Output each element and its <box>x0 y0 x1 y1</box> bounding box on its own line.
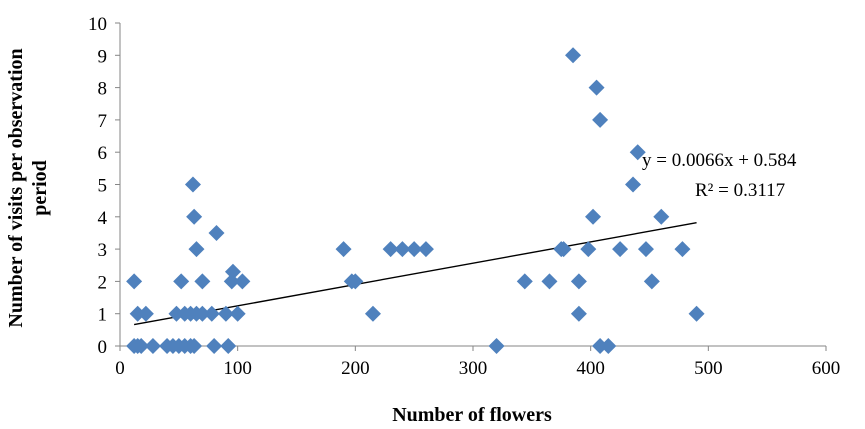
data-point <box>588 79 605 96</box>
data-point <box>347 273 364 290</box>
y-tick-label: 1 <box>98 305 108 326</box>
x-tick-label: 500 <box>694 358 723 379</box>
data-point <box>184 176 201 193</box>
trendline-annotation: y = 0.0066x + 0.584 R² = 0.3117 <box>642 150 797 201</box>
data-point <box>570 305 587 322</box>
data-point <box>653 208 670 225</box>
data-point <box>186 208 203 225</box>
data-point <box>600 338 617 354</box>
y-tick-label: 9 <box>98 46 108 67</box>
data-point <box>625 176 642 193</box>
data-point <box>129 305 146 322</box>
data-point <box>194 273 211 290</box>
data-point <box>580 241 597 258</box>
data-point <box>186 338 203 354</box>
data-point <box>188 241 205 258</box>
data-point <box>417 241 434 258</box>
data-point <box>612 241 629 258</box>
x-tick-label: 200 <box>341 358 370 379</box>
y-tick-label: 6 <box>98 143 108 164</box>
data-point <box>688 305 705 322</box>
data-point <box>406 241 423 258</box>
data-point <box>364 305 381 322</box>
data-point <box>229 305 246 322</box>
x-tick-label: 300 <box>459 358 488 379</box>
trendline <box>133 221 697 326</box>
data-point <box>133 338 150 354</box>
y-tick-label: 7 <box>98 111 108 132</box>
data-point <box>592 111 609 128</box>
data-point <box>217 305 234 322</box>
data-point <box>585 208 602 225</box>
data-point <box>223 273 240 290</box>
data-point <box>565 47 582 64</box>
x-tick-label: 0 <box>115 358 125 379</box>
data-point <box>194 305 211 322</box>
y-tick-label: 0 <box>98 337 108 358</box>
y-tick-label: 8 <box>98 79 108 100</box>
data-point <box>674 241 691 258</box>
y-tick-label: 10 <box>88 14 107 35</box>
data-point <box>335 241 352 258</box>
data-point <box>643 273 660 290</box>
data-point <box>541 273 558 290</box>
data-point <box>570 273 587 290</box>
data-point <box>516 273 533 290</box>
data-point <box>168 305 185 322</box>
data-point <box>637 241 654 258</box>
y-axis-title-line2: period <box>29 160 51 216</box>
x-tick-label: 100 <box>223 358 252 379</box>
data-point <box>629 144 646 161</box>
data-point <box>592 338 609 354</box>
y-tick-label: 4 <box>98 208 108 229</box>
x-tick-label: 400 <box>576 358 605 379</box>
trendline-group <box>133 221 697 326</box>
r-squared-label: R² = 0.3117 <box>695 180 785 201</box>
data-point <box>208 224 225 241</box>
data-point <box>234 273 251 290</box>
data-point <box>220 338 237 354</box>
y-tick-label: 3 <box>98 240 108 261</box>
data-point <box>382 241 399 258</box>
data-point <box>206 338 223 354</box>
data-point <box>137 305 154 322</box>
data-point <box>394 241 411 258</box>
data-point <box>173 273 190 290</box>
x-axis-title: Number of flowers <box>392 404 552 426</box>
data-point <box>144 338 161 354</box>
data-point <box>488 338 505 354</box>
data-point <box>203 305 220 322</box>
y-tick-label: 5 <box>98 176 108 197</box>
y-tick-label: 2 <box>98 272 108 293</box>
data-points <box>126 47 705 354</box>
data-point <box>126 273 143 290</box>
x-tick-label: 600 <box>812 358 841 379</box>
data-point <box>555 241 572 258</box>
y-axis-title: Number of visits per observation period <box>5 48 51 327</box>
y-axis-title-line1: Number of visits per observation <box>5 48 27 327</box>
data-point <box>224 263 241 280</box>
trendline-equation: y = 0.0066x + 0.584 <box>642 150 797 171</box>
